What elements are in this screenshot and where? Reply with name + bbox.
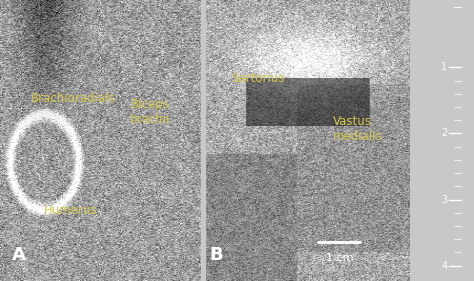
Text: Vastus
medialis: Vastus medialis <box>333 115 383 143</box>
Text: B: B <box>210 246 223 264</box>
Text: Brachioradials: Brachioradials <box>31 92 116 105</box>
Text: Sartorius: Sartorius <box>231 72 285 85</box>
Text: 3: 3 <box>441 194 447 205</box>
Text: A: A <box>12 246 26 264</box>
Text: 1 cm: 1 cm <box>326 253 353 263</box>
Text: Biceps
brachii: Biceps brachii <box>130 98 170 126</box>
Text: 4: 4 <box>441 260 447 271</box>
Text: Humerus: Humerus <box>44 204 98 217</box>
Text: 2: 2 <box>441 128 447 139</box>
Text: 1: 1 <box>441 62 447 72</box>
